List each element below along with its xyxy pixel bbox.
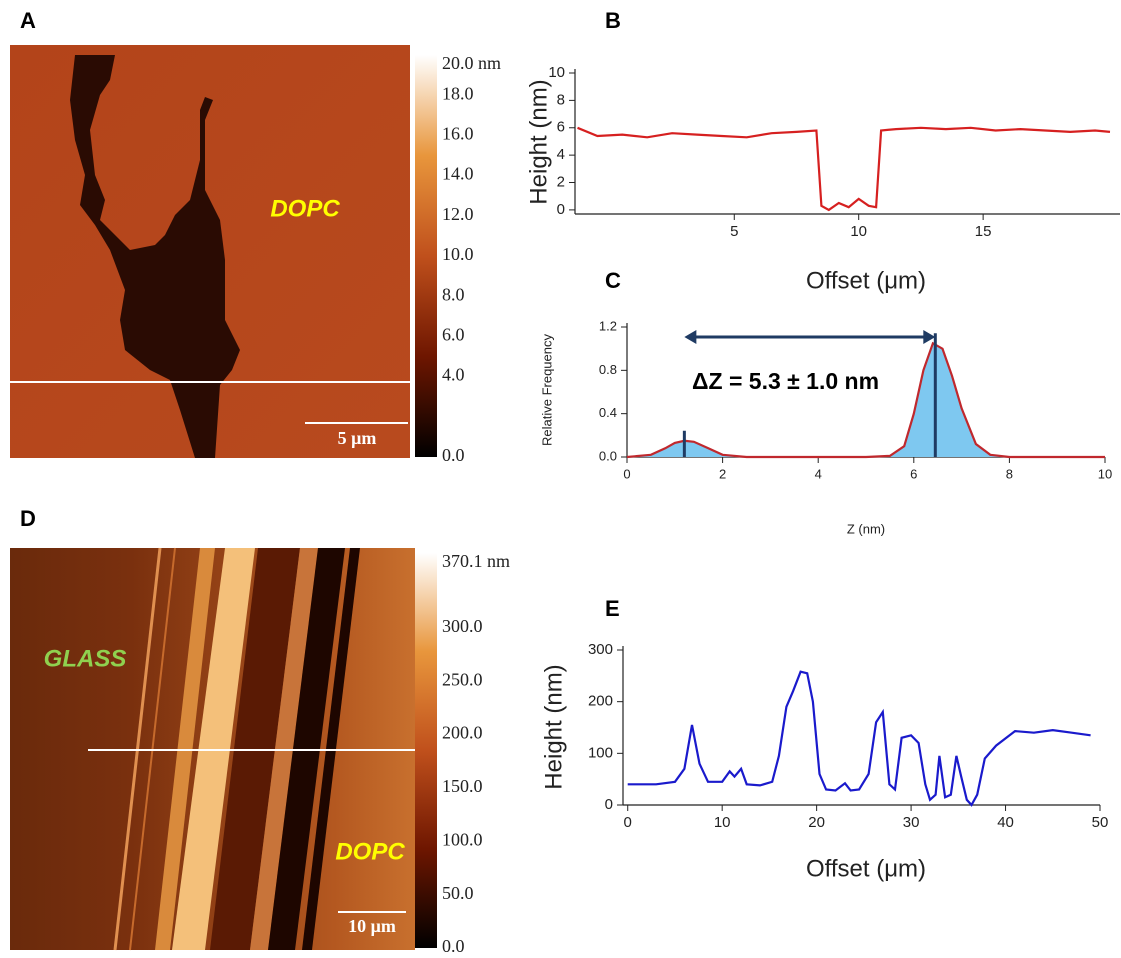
y-tick-label: 1.2 (599, 318, 617, 333)
colorbar-tick-label: 16.0 (442, 124, 474, 144)
colorbar-tick-label: 200.0 (442, 723, 483, 743)
panel-label: C (605, 268, 621, 293)
x-tick-label: 0 (624, 814, 632, 831)
scale-bar-label: 5 μm (338, 428, 377, 448)
y-tick-label: 300 (588, 641, 613, 658)
line (627, 670, 1091, 807)
colorbar-tick-label: 100.0 (442, 829, 483, 849)
colorbar-tick-label: 50.0 (442, 883, 474, 903)
x-tick-label: 50 (1092, 814, 1109, 831)
colorbar-tick-label: 0.0 (442, 936, 465, 953)
colorbar-tick-label: 14.0 (442, 164, 474, 184)
afm-image-d (10, 547, 415, 951)
x-tick-label: 2 (719, 466, 726, 481)
line (577, 126, 1111, 212)
panel-label: A (20, 8, 36, 33)
region-label: GLASS (44, 645, 127, 672)
y-tick-label: 6 (557, 119, 565, 136)
y-tick-label: 0 (557, 201, 565, 218)
colorbar-tick-label: 18.0 (442, 83, 474, 103)
y-tick-label: 0.4 (599, 405, 617, 420)
colorbar-tick-label: 10.0 (442, 244, 474, 264)
afm-image-a (10, 45, 410, 458)
region-label: DOPC (270, 195, 340, 222)
region-label: DOPC (335, 838, 405, 865)
colorbar-tick-label: 6.0 (442, 325, 465, 345)
colorbar-tick-label: 4.0 (442, 365, 465, 385)
x-axis-label: Z (nm) (847, 521, 885, 536)
y-axis-label: Height (nm) (525, 79, 552, 204)
panel-label: D (20, 506, 36, 531)
x-tick-label: 8 (1006, 466, 1013, 481)
colorbar (415, 55, 437, 457)
panel-label: B (605, 8, 621, 33)
scale-bar-label: 10 μm (348, 916, 396, 936)
y-tick-label: 200 (588, 693, 613, 710)
x-tick-label: 30 (903, 814, 920, 831)
x-tick-label: 15 (975, 223, 992, 240)
colorbar-tick-label: 20.0 nm (442, 53, 501, 73)
colorbar-tick-label: 300.0 (442, 616, 483, 636)
y-axis-label: Relative Frequency (539, 334, 554, 446)
x-tick-label: 10 (714, 814, 731, 831)
colorbar-tick-label: 150.0 (442, 776, 483, 796)
colorbar (415, 553, 437, 948)
colorbar-tick-label: 12.0 (442, 204, 474, 224)
colorbar-tick-label: 0.0 (442, 445, 465, 465)
y-tick-label: 10 (548, 64, 565, 81)
colorbar-tick-label: 250.0 (442, 669, 483, 689)
x-tick-label: 20 (808, 814, 825, 831)
y-tick-label: 0 (605, 796, 613, 813)
colorbar-tick-label: 370.1 nm (442, 551, 510, 571)
x-tick-label: 10 (850, 223, 867, 240)
x-axis-label: Offset (μm) (806, 855, 926, 882)
y-axis-label: Height (nm) (540, 664, 567, 789)
y-tick-label: 100 (588, 744, 613, 761)
line (626, 341, 1105, 459)
x-tick-label: 40 (997, 814, 1014, 831)
colorbar-tick-label: 8.0 (442, 284, 465, 304)
x-tick-label: 5 (730, 223, 738, 240)
x-tick-label: 10 (1098, 466, 1112, 481)
y-tick-label: 0.8 (599, 362, 617, 377)
x-axis-label: Offset (μm) (806, 267, 926, 294)
area (627, 343, 1105, 457)
panel-label: E (605, 596, 620, 621)
y-tick-label: 2 (557, 173, 565, 190)
x-tick-label: 4 (815, 466, 822, 481)
x-tick-label: 6 (910, 466, 917, 481)
y-tick-label: 8 (557, 91, 565, 108)
x-tick-label: 0 (623, 466, 630, 481)
y-tick-label: 4 (557, 146, 565, 163)
annotation: ΔZ = 5.3 ± 1.0 nm (692, 368, 879, 394)
y-tick-label: 0.0 (599, 448, 617, 463)
